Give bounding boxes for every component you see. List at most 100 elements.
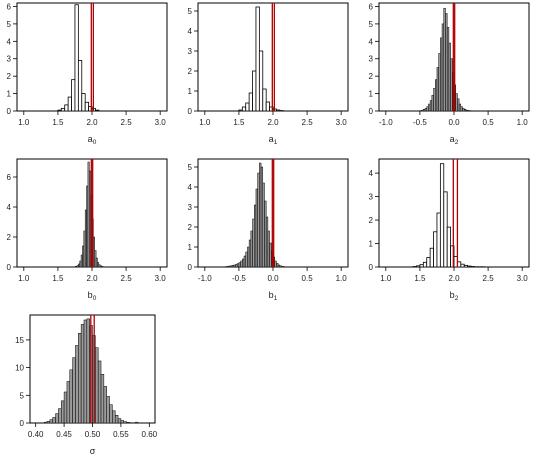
x-tick-label: 1.5 xyxy=(52,118,64,127)
histogram-bar xyxy=(235,264,238,268)
x-tick-label: 2.5 xyxy=(302,118,314,127)
histogram-bar xyxy=(238,109,243,112)
x-axis-label: b1 xyxy=(269,290,278,302)
histogram-bar xyxy=(236,263,240,268)
histogram-bar xyxy=(114,414,119,424)
histogram-bar xyxy=(247,246,250,268)
histogram-bar xyxy=(419,264,424,268)
histogram-bar xyxy=(255,6,260,112)
histogram-panel: 1.0 1.5 2.0 2.5 3.0 0 1 2 3 4 5 6 a0 xyxy=(7,2,168,146)
y-tick-label: 2 xyxy=(188,67,193,76)
x-tick-label: 0.50 xyxy=(85,430,101,439)
histogram-bar xyxy=(52,417,56,424)
x-tick-label: 1.0 xyxy=(199,118,211,127)
histogram-bar xyxy=(455,93,458,112)
histogram-bar xyxy=(134,421,139,424)
histogram-panel: 0.40 0.45 0.50 0.55 0.60 0 5 10 15 σ xyxy=(15,314,158,456)
histogram-bar xyxy=(279,265,282,268)
x-tick-label: -0.5 xyxy=(413,118,427,127)
histogram-bar xyxy=(120,420,124,424)
histogram-panel: -1.0 -0.5 0.0 0.5 1.0 0 1 2 3 4 5 6 a2 xyxy=(369,2,530,146)
histogram-bar xyxy=(439,163,445,268)
histogram-bar xyxy=(60,107,66,112)
histogram-bar xyxy=(460,263,465,268)
x-tick-label: 3.0 xyxy=(517,274,529,283)
histogram-bar xyxy=(431,95,434,112)
histogram-bar xyxy=(123,421,127,424)
histogram-bar xyxy=(450,58,453,112)
histogram-bar xyxy=(84,101,89,112)
histogram-panel: 1.0 1.5 2.0 2.5 3.0 0 2 4 6 b0 xyxy=(7,158,168,302)
histogram-bar xyxy=(248,92,253,112)
histogram-bar xyxy=(435,79,438,112)
histogram-bar xyxy=(64,104,69,112)
y-tick-label: 3 xyxy=(369,193,374,202)
histogram-bar xyxy=(429,100,433,112)
histogram-bar xyxy=(423,109,426,112)
y-tick-label: 2 xyxy=(188,223,193,232)
x-tick-label: 2.0 xyxy=(86,274,98,283)
histogram-bar xyxy=(467,265,472,268)
x-axis-label: b0 xyxy=(88,290,97,302)
histogram-bar xyxy=(433,231,438,268)
y-tick-label: 4 xyxy=(369,37,374,46)
y-tick-label: 3 xyxy=(7,55,12,64)
x-tick-label: 0.5 xyxy=(483,118,495,127)
y-tick-label: 1 xyxy=(7,90,12,99)
x-tick-label: 0.5 xyxy=(302,274,314,283)
histogram-bar xyxy=(264,200,267,268)
plot-frame xyxy=(16,2,168,112)
x-tick-label: 2.5 xyxy=(121,274,133,283)
histogram-bar xyxy=(446,27,450,112)
x-tick-label: 3.0 xyxy=(155,118,167,127)
histogram-bar xyxy=(267,230,270,268)
y-tick-label: 6 xyxy=(7,2,12,11)
histogram-bar xyxy=(77,60,83,112)
histogram-bar xyxy=(265,101,270,112)
y-tick-label: 4 xyxy=(7,203,12,212)
x-tick-label: 1.0 xyxy=(380,274,392,283)
histogram-bar xyxy=(78,333,82,424)
x-tick-label: -0.5 xyxy=(232,274,246,283)
histogram-bar xyxy=(260,166,264,268)
histogram-bar xyxy=(112,410,116,424)
histogram-bar xyxy=(255,188,258,268)
x-tick-label: -1.0 xyxy=(379,118,393,127)
y-tick-label: 0 xyxy=(188,107,193,116)
y-tick-label: 5 xyxy=(7,20,12,29)
histogram-bar xyxy=(424,108,427,112)
histogram-bar xyxy=(240,260,243,268)
histogram-bar xyxy=(126,422,130,424)
x-tick-label: 0.0 xyxy=(267,274,279,283)
histogram-bar xyxy=(66,381,71,424)
x-axis-label: a1 xyxy=(269,134,278,146)
histogram-bar xyxy=(462,108,465,112)
y-tick-label: 4 xyxy=(7,37,12,46)
y-tick-label: 3 xyxy=(369,55,374,64)
y-tick-label: 3 xyxy=(188,203,193,212)
histogram-bar xyxy=(248,239,252,268)
histogram-bar xyxy=(428,103,431,112)
y-tick-label: 5 xyxy=(188,7,193,16)
x-tick-label: 3.0 xyxy=(155,274,167,283)
histogram-bar xyxy=(230,265,233,268)
x-axis-label: b2 xyxy=(450,290,459,302)
y-tick-label: 6 xyxy=(7,173,12,182)
histogram-bar xyxy=(436,212,441,268)
histogram-bar xyxy=(55,413,59,424)
histogram-bar xyxy=(257,172,260,268)
histogram-bar xyxy=(465,109,468,112)
histogram-bar xyxy=(276,263,279,268)
histogram-bar xyxy=(426,257,431,268)
y-tick-label: 10 xyxy=(15,364,24,373)
histogram-bar xyxy=(83,319,88,424)
histogram-bar xyxy=(463,264,469,268)
histogram-bar xyxy=(438,53,441,112)
y-tick-label: 0 xyxy=(7,263,12,272)
y-tick-label: 2 xyxy=(369,72,374,81)
histogram-bar xyxy=(242,258,245,268)
y-tick-label: 1 xyxy=(369,90,374,99)
x-tick-label: 2.0 xyxy=(86,118,98,127)
x-tick-label: 3.0 xyxy=(336,118,348,127)
